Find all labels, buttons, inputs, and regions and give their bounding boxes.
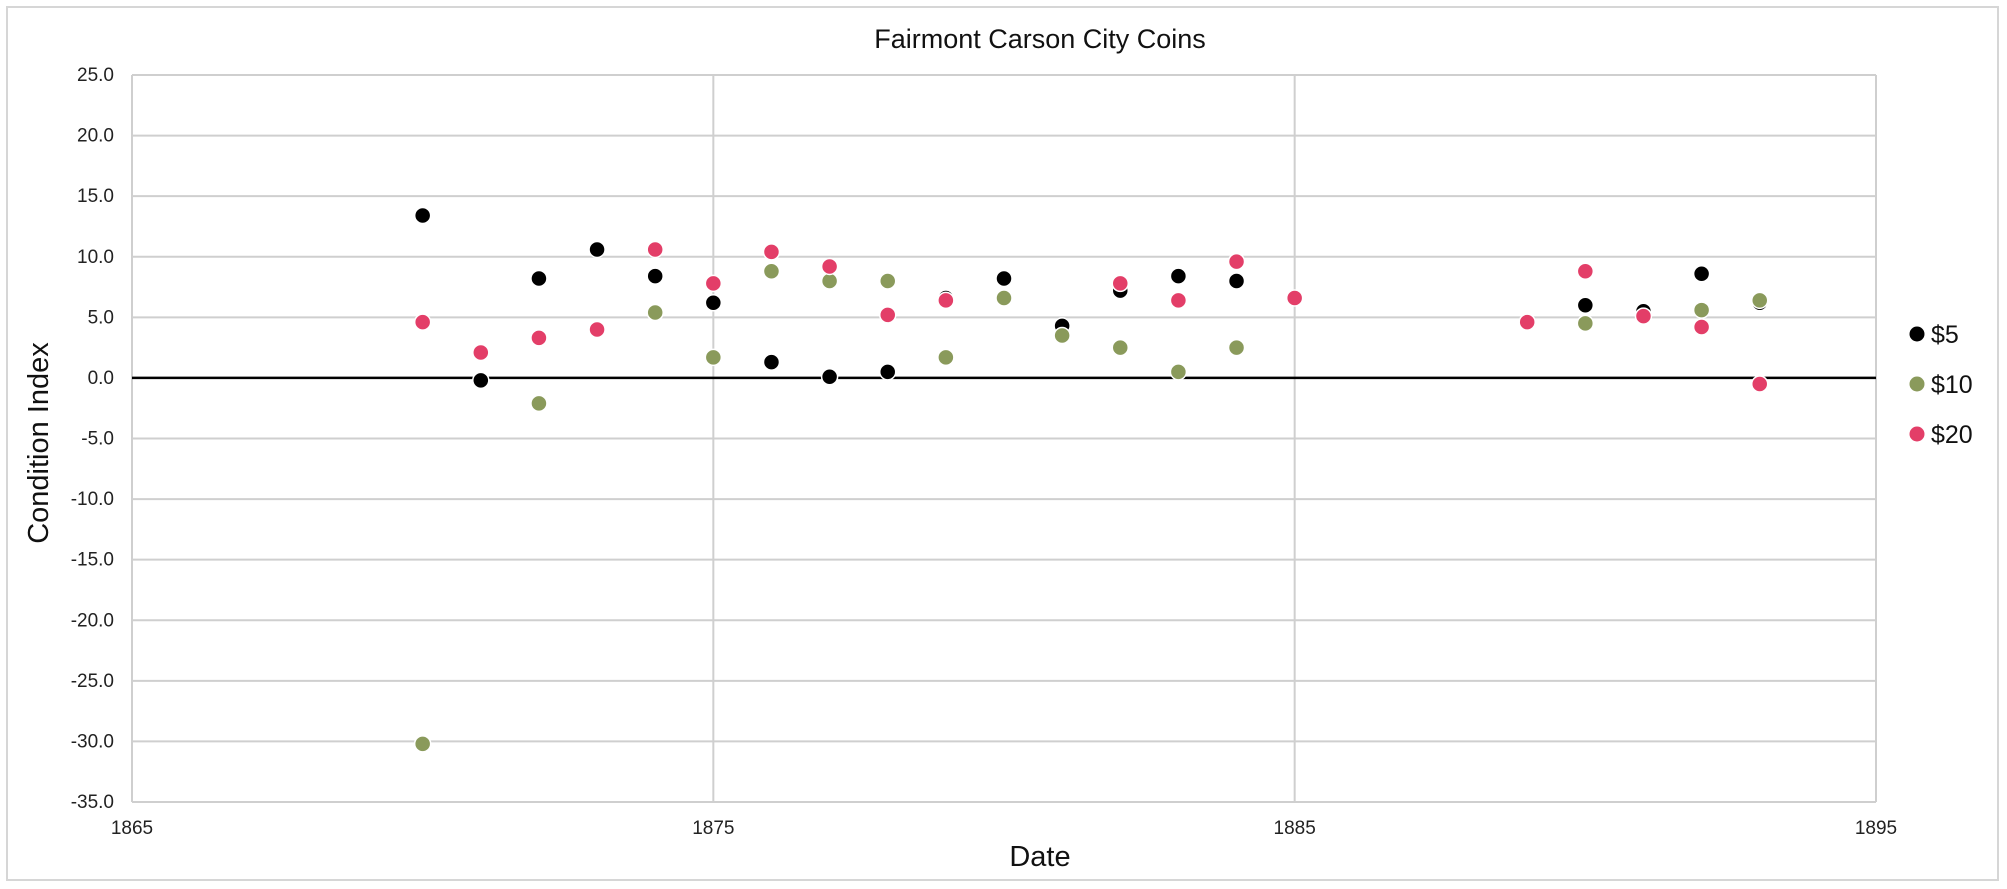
data-point — [530, 329, 548, 347]
data-point — [1692, 318, 1711, 336]
x-tick-label: 1865 — [111, 818, 153, 839]
data-point — [646, 303, 664, 322]
data-point — [820, 367, 839, 386]
data-point — [1227, 252, 1246, 271]
data-point — [1053, 326, 1071, 345]
data-point — [995, 269, 1013, 288]
data-point — [995, 289, 1013, 307]
chart-frame — [6, 6, 1999, 881]
data-points — [413, 206, 1769, 753]
data-point — [472, 371, 490, 390]
data-point — [1692, 264, 1711, 283]
data-point — [1169, 267, 1188, 285]
data-point — [413, 313, 432, 331]
data-point — [1576, 262, 1595, 281]
data-point — [472, 343, 490, 362]
data-point — [1750, 375, 1769, 393]
data-point — [646, 240, 664, 259]
data-point — [820, 272, 839, 290]
data-point — [413, 206, 432, 225]
data-point — [1169, 363, 1188, 381]
legend-label: $5 — [1931, 321, 1959, 349]
y-tick-label: 20.0 — [77, 126, 114, 147]
data-point — [1285, 289, 1304, 307]
data-point — [704, 294, 723, 312]
legend-marker — [1909, 426, 1925, 442]
data-point — [646, 267, 664, 285]
y-axis-title: Condition Index — [23, 342, 55, 544]
series-3 — [413, 240, 1769, 393]
data-point — [588, 240, 606, 259]
data-point — [1634, 307, 1653, 325]
series-2 — [413, 262, 1769, 753]
y-tick-label: 0.0 — [88, 368, 114, 389]
data-point — [413, 735, 432, 753]
data-point — [1227, 272, 1246, 290]
legend-marker — [1909, 326, 1925, 342]
data-point — [704, 348, 723, 367]
data-point — [762, 353, 781, 371]
y-tick-label: -30.0 — [71, 731, 114, 752]
y-tick-label: 10.0 — [77, 247, 114, 268]
data-point — [1111, 338, 1130, 357]
legend-label: $20 — [1931, 421, 1973, 449]
data-point — [762, 262, 781, 281]
y-tick-label: -20.0 — [71, 610, 114, 631]
data-point — [1111, 274, 1130, 293]
y-axis-ticks: 25.0 20.0 15.0 10.0 5.0 0.0 -5.0 -10.0 -15.0 -20.… — [71, 65, 114, 813]
data-point — [1518, 313, 1536, 331]
y-tick-label: -25.0 — [71, 671, 114, 692]
data-point — [704, 274, 723, 293]
series-1 — [413, 206, 1769, 390]
data-point — [762, 243, 781, 261]
grid-lines — [131, 74, 1877, 803]
data-point — [937, 348, 955, 367]
data-point — [1576, 296, 1595, 314]
x-axis-title: Date — [1009, 841, 1070, 873]
data-point — [878, 272, 897, 290]
data-point — [878, 306, 897, 324]
data-point — [1169, 291, 1188, 310]
data-point — [878, 363, 897, 381]
y-tick-label: 15.0 — [77, 186, 114, 207]
legend-label: $10 — [1931, 371, 1973, 399]
x-tick-label: 1875 — [692, 818, 734, 839]
legend: $5 $10 $20 — [1909, 321, 1973, 449]
x-tick-label: 1895 — [1855, 818, 1897, 839]
x-axis-ticks: 1865 1875 1885 1895 — [111, 818, 1897, 839]
x-tick-label: 1885 — [1274, 818, 1316, 839]
data-point — [1750, 291, 1769, 310]
y-tick-label: -10.0 — [71, 489, 114, 510]
legend-marker — [1909, 376, 1925, 392]
y-tick-label: 25.0 — [77, 65, 114, 86]
data-point — [937, 291, 955, 310]
data-point — [1576, 314, 1595, 333]
data-point — [1692, 301, 1711, 319]
data-point — [820, 257, 839, 276]
y-tick-label: -15.0 — [71, 550, 114, 571]
y-tick-label: -5.0 — [81, 429, 114, 450]
data-point — [1227, 338, 1246, 357]
data-point — [530, 269, 548, 288]
data-point — [530, 394, 548, 413]
data-point — [588, 320, 606, 339]
chart-title: Fairmont Carson City Coins — [874, 24, 1206, 54]
y-tick-label: -35.0 — [71, 792, 114, 813]
y-tick-label: 5.0 — [88, 307, 114, 328]
